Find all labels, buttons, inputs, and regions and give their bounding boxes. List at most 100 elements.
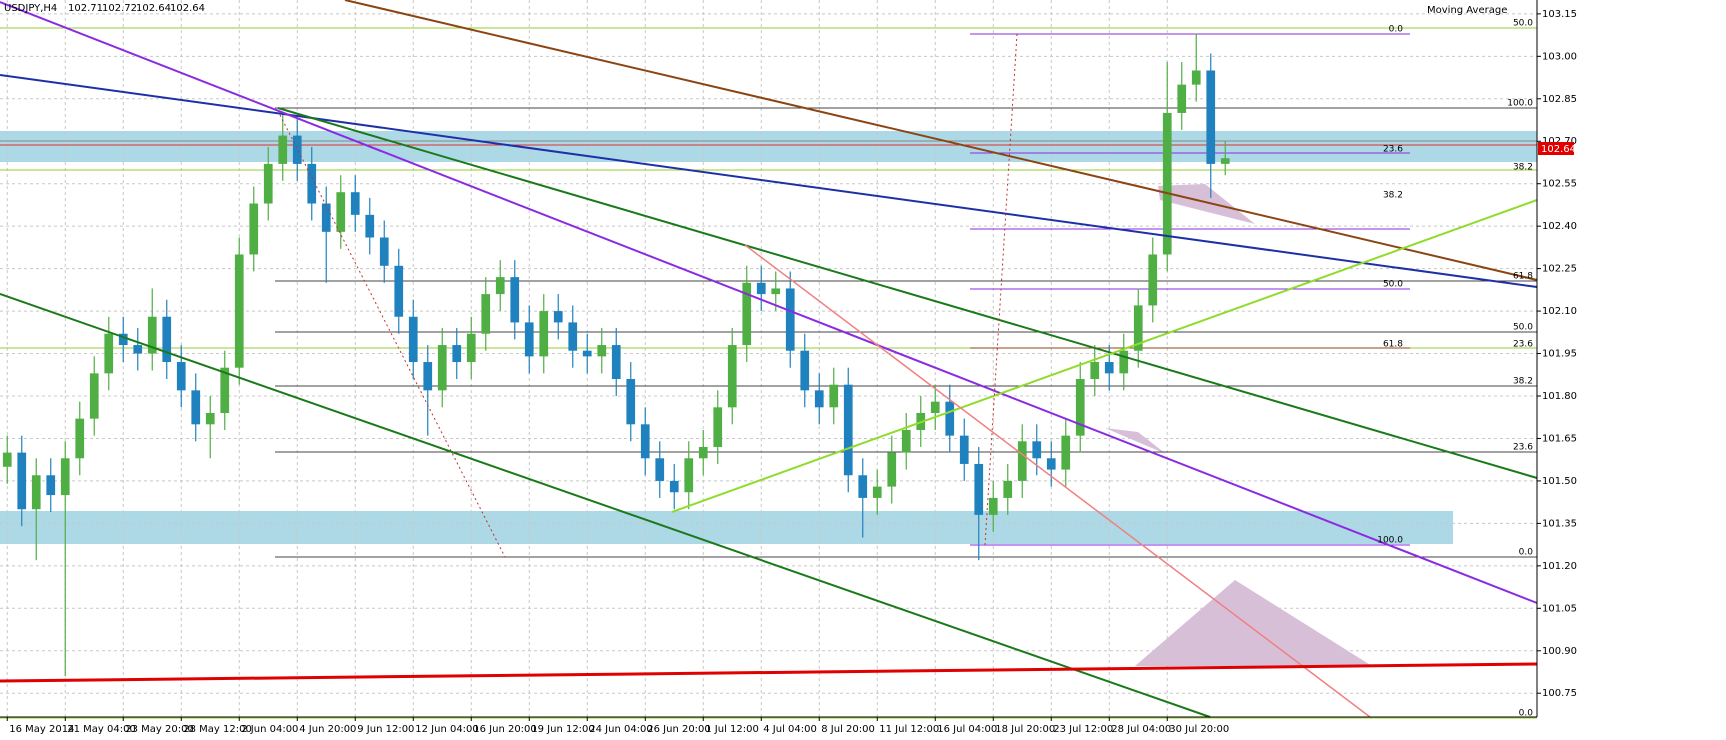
moving-average — [0, 662, 1538, 683]
zone-triangle — [1158, 184, 1255, 224]
candle-body — [814, 390, 824, 408]
quote-close: 102.64 — [170, 3, 205, 14]
candle-body — [292, 135, 302, 164]
candle-body — [684, 458, 694, 493]
x-tick-label: 23 May 20:00 — [125, 724, 194, 735]
x-tick-label: 8 Jul 20:00 — [821, 724, 875, 735]
y-tick-label: 101.65 — [1542, 433, 1577, 444]
candle-body — [553, 311, 563, 323]
candle-body — [220, 367, 230, 413]
zones — [0, 131, 1537, 666]
trend-line — [984, 33, 1018, 546]
x-tick-label: 11 Jul 12:00 — [879, 724, 939, 735]
fib-label: 100.0 — [1377, 536, 1403, 546]
candle-body — [263, 163, 273, 204]
candle-body — [1003, 480, 1013, 498]
x-tick-label: 16 May 2014 — [9, 724, 74, 735]
candle-body — [75, 418, 85, 459]
candle-body — [133, 345, 143, 354]
trend-line — [0, 74, 1538, 288]
candle-body — [539, 311, 549, 357]
candle-body — [1032, 441, 1042, 459]
x-tick-label: 28 Jul 04:00 — [1111, 724, 1171, 735]
candle-body — [887, 452, 897, 487]
y-tick-label: 100.75 — [1542, 688, 1577, 699]
candle-body — [408, 316, 418, 363]
x-tick-label: 24 Jun 04:00 — [589, 724, 653, 735]
candle-body — [365, 214, 375, 238]
candle-body — [466, 333, 476, 363]
y-tick-label: 103.00 — [1542, 51, 1577, 62]
candle-body — [1177, 84, 1187, 113]
y-tick-label: 102.55 — [1542, 179, 1577, 190]
fib-label: 23.6 — [1383, 145, 1403, 155]
candle-body — [2, 452, 12, 467]
quote-open: 102.71 — [68, 3, 103, 14]
indicator-label: Moving Average — [1427, 5, 1507, 16]
fib-label: 61.8 — [1383, 340, 1403, 350]
candle-body — [1119, 350, 1129, 374]
x-tick-label: 21 May 04:00 — [67, 724, 136, 735]
x-tick-label: 16 Jun 20:00 — [473, 724, 537, 735]
candle-body — [394, 265, 404, 317]
candle-body — [495, 277, 505, 295]
candle-body — [118, 333, 128, 346]
x-tick-label: 4 Jul 04:00 — [763, 724, 817, 735]
trend-line — [277, 107, 1538, 479]
quote-high: 102.72 — [102, 3, 137, 14]
x-tick-label: 2 Jun 04:00 — [241, 724, 298, 735]
candle-body — [104, 333, 114, 374]
x-tick-label: 9 Jun 12:00 — [357, 724, 414, 735]
x-tick-label: 19 Jun 12:00 — [531, 724, 595, 735]
candle-body — [452, 345, 462, 363]
grid — [0, 0, 1537, 717]
fib-label: 50.0 — [1383, 280, 1403, 290]
candle-body — [582, 350, 592, 357]
candle-body — [1133, 305, 1143, 351]
fib-label: 50.0 — [1513, 19, 1533, 29]
y-tick-label: 101.50 — [1542, 476, 1577, 487]
candle-body — [1090, 362, 1100, 380]
y-tick-label: 102.10 — [1542, 306, 1577, 317]
x-tick-label: 26 Jun 20:00 — [647, 724, 711, 735]
candle-body — [379, 237, 389, 266]
candle-body — [437, 345, 447, 391]
candle-body — [1220, 158, 1230, 164]
candle-body — [278, 135, 288, 164]
y-tick-label: 101.20 — [1542, 561, 1577, 572]
candle-body — [872, 486, 882, 498]
price-badge — [1538, 142, 1574, 155]
candle-body — [1061, 435, 1071, 470]
fib-label: 61.8 — [1513, 272, 1533, 282]
candle-body — [89, 373, 99, 419]
candle-body — [1148, 254, 1158, 306]
candle-body — [742, 282, 752, 346]
candle-body — [46, 475, 56, 496]
candle-body — [640, 424, 650, 459]
candle-body — [800, 350, 810, 391]
candle-body — [1206, 70, 1216, 164]
candle-body — [611, 345, 621, 380]
candle-body — [423, 362, 433, 391]
candle-body — [626, 379, 636, 425]
x-tick-label: 28 May 12:00 — [183, 724, 252, 735]
y-tick-label: 101.95 — [1542, 349, 1577, 360]
candle-body — [959, 435, 969, 464]
candle-body — [988, 497, 998, 515]
header: USDJPY,H4 102.71 102.72 102.64 102.64 Mo… — [4, 3, 1507, 16]
trend-line — [344, 0, 1538, 281]
fib-label: 23.6 — [1513, 340, 1533, 350]
x-tick-label: 18 Jul 20:00 — [995, 724, 1055, 735]
x-tick-label: 30 Jul 20:00 — [1169, 724, 1229, 735]
candle-body — [771, 288, 781, 295]
candle-body — [162, 316, 172, 363]
candle-body — [31, 475, 41, 510]
x-tick-label: 1 Jul 12:00 — [705, 724, 759, 735]
candle-body — [1104, 362, 1114, 374]
candle-body — [176, 362, 186, 391]
candle-body — [481, 294, 491, 334]
candle-body — [510, 277, 520, 323]
candle-body — [713, 407, 723, 447]
x-tick-label: 4 Jun 20:00 — [299, 724, 356, 735]
